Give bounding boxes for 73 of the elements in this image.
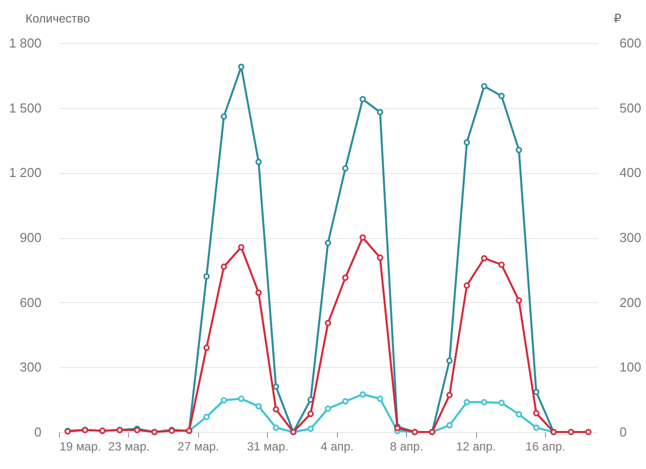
point <box>203 414 210 420</box>
point <box>516 297 522 304</box>
point <box>255 158 262 165</box>
point <box>464 399 470 406</box>
point <box>272 424 280 431</box>
x-tick-label: 12 апр. <box>456 440 496 454</box>
y2-tick-label: 100 <box>620 360 642 375</box>
point <box>342 165 348 172</box>
point <box>533 388 540 396</box>
y-tick-label: 900 <box>20 230 42 245</box>
y2-tick-label: 500 <box>620 100 642 116</box>
point <box>498 92 505 100</box>
y2-tick-label: 300 <box>620 230 642 245</box>
point <box>360 96 366 102</box>
point <box>324 406 332 412</box>
x-tick-label: 19 мар. <box>60 440 102 454</box>
point <box>342 398 348 404</box>
y-axis-title: Количество <box>26 12 90 26</box>
point <box>255 403 262 410</box>
y-tick-label: 300 <box>20 360 42 375</box>
point <box>446 358 453 364</box>
y-tick-label: 1 500 <box>8 100 42 116</box>
y2-tick-label: 400 <box>620 165 642 180</box>
x-tick-label: 8 апр. <box>390 440 424 454</box>
point <box>220 264 228 270</box>
point <box>324 240 332 246</box>
point <box>446 422 453 428</box>
x-tick-label: 23 мар. <box>108 440 150 454</box>
point <box>342 274 348 281</box>
y2-tick-label: 200 <box>620 294 642 310</box>
point <box>360 234 366 241</box>
point <box>238 396 244 402</box>
point <box>238 244 244 250</box>
point <box>464 282 470 289</box>
y-tick-label: 1 800 <box>8 36 42 50</box>
point <box>272 383 280 390</box>
point <box>481 255 488 262</box>
point <box>498 400 505 406</box>
point <box>220 397 228 404</box>
point <box>308 410 314 417</box>
point <box>376 396 384 402</box>
point <box>498 262 505 268</box>
x-tick-label: 4 апр. <box>320 440 354 454</box>
point <box>481 399 488 406</box>
point <box>376 254 384 261</box>
point <box>446 392 453 398</box>
point <box>220 113 228 120</box>
y2-tick-label: 600 <box>620 36 642 50</box>
point <box>203 273 210 280</box>
y-tick-label: 600 <box>20 294 42 310</box>
x-tick-label: 27 мар. <box>178 440 220 454</box>
point <box>360 391 366 398</box>
point <box>533 410 540 416</box>
point <box>464 139 470 146</box>
y2-axis-title: ₽ <box>614 12 622 26</box>
point <box>516 146 522 154</box>
point <box>272 406 280 412</box>
point <box>568 428 574 436</box>
point <box>308 426 314 432</box>
y2-tick-label: 0 <box>620 424 627 440</box>
point <box>481 83 488 90</box>
point <box>376 109 384 116</box>
point <box>255 289 262 296</box>
x-tick-label: 16 апр. <box>526 440 566 454</box>
point <box>238 64 244 70</box>
y-tick-label: 1 200 <box>8 165 42 180</box>
point <box>516 411 522 418</box>
point <box>533 424 540 431</box>
point <box>203 344 210 351</box>
y-tick-label: 0 <box>34 424 42 440</box>
x-tick-label: 31 мар. <box>246 440 289 454</box>
point <box>324 320 332 326</box>
point <box>585 428 592 436</box>
